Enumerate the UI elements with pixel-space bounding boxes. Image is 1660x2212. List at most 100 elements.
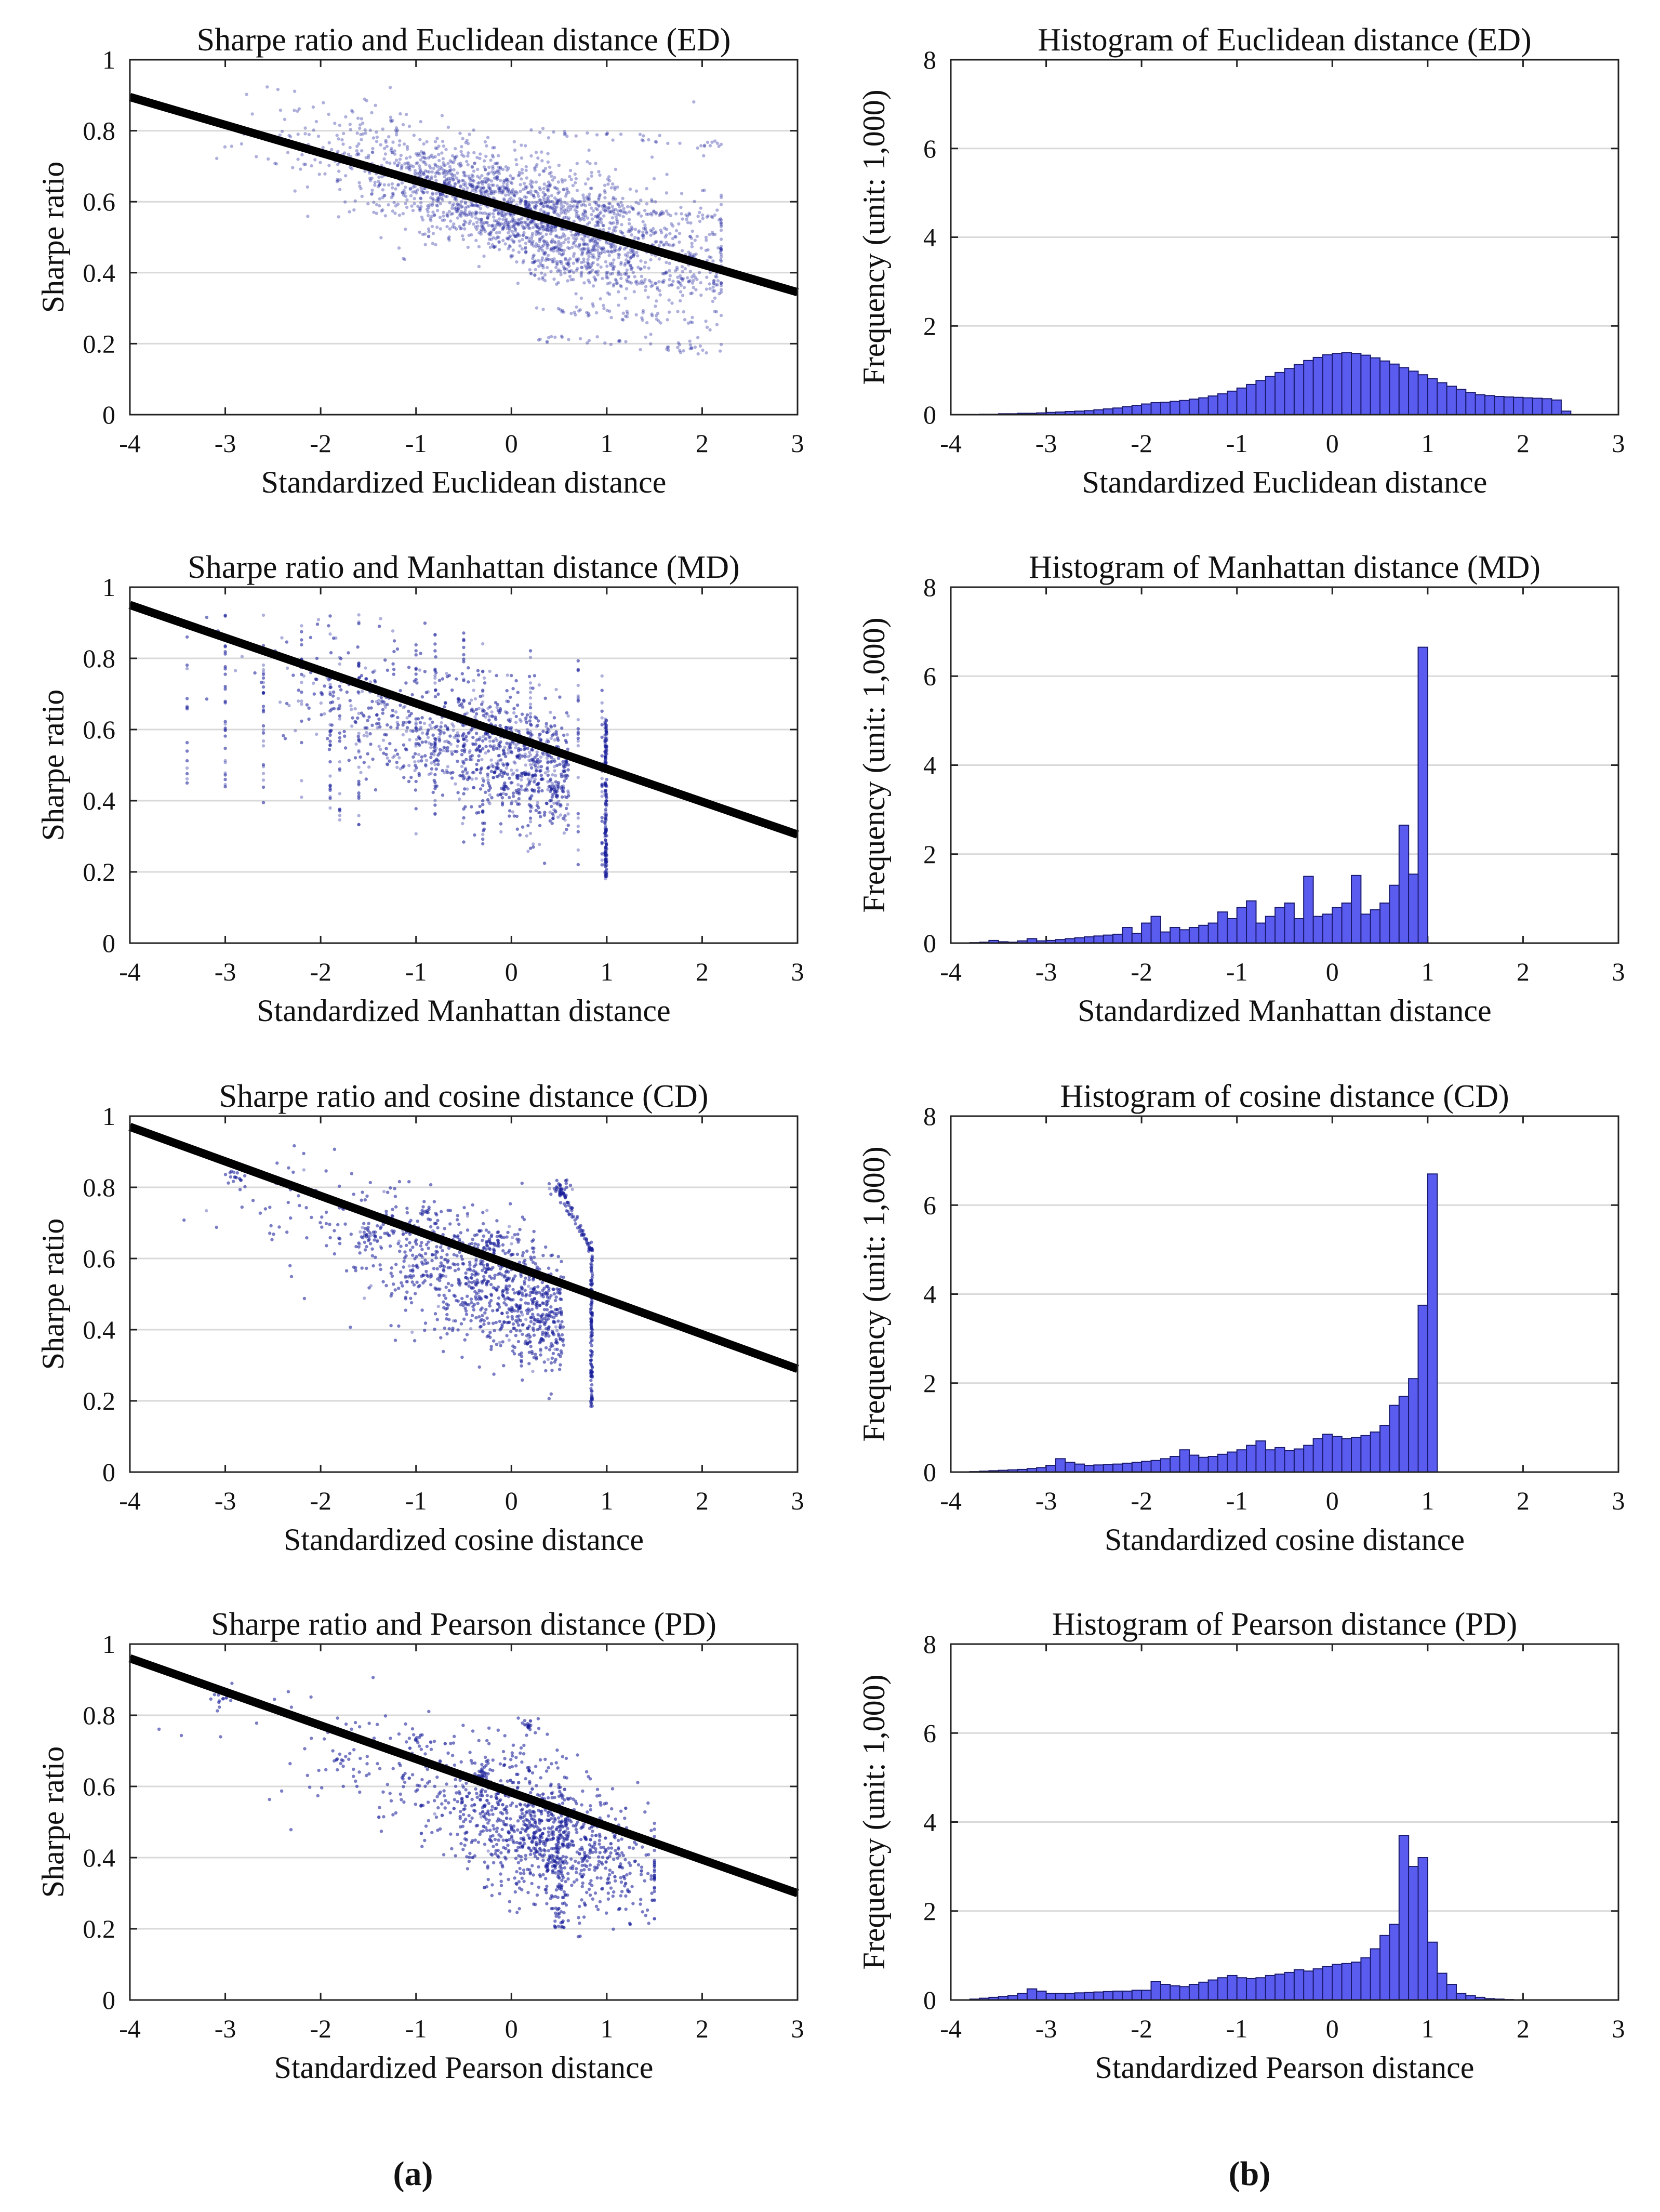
histogram-bar: [1494, 396, 1505, 415]
data-point: [448, 165, 452, 168]
data-point: [618, 339, 622, 343]
data-point: [474, 742, 477, 746]
data-point: [367, 706, 370, 710]
data-point: [453, 207, 457, 210]
data-point: [567, 191, 570, 194]
data-point: [415, 766, 418, 770]
data-point: [532, 254, 535, 258]
data-point: [499, 822, 503, 826]
data-point: [545, 197, 549, 201]
data-point: [418, 209, 422, 213]
data-point: [594, 279, 597, 282]
data-point: [600, 688, 604, 692]
data-point: [689, 221, 693, 225]
histogram-bar: [1513, 396, 1524, 416]
data-point: [509, 254, 513, 258]
data-point: [546, 188, 549, 192]
data-point: [562, 831, 566, 835]
data-point: [581, 213, 585, 217]
data-point: [492, 245, 496, 249]
data-point: [515, 233, 520, 237]
data-point: [300, 796, 303, 799]
data-point: [542, 198, 546, 202]
data-point: [430, 752, 433, 756]
data-point: [490, 714, 494, 718]
data-point: [570, 197, 575, 201]
data-point: [475, 762, 479, 766]
data-point: [617, 256, 621, 259]
data-point: [520, 143, 523, 147]
data-point: [428, 723, 432, 727]
data-point: [509, 781, 513, 785]
data-point: [552, 716, 556, 720]
data-point: [707, 255, 711, 259]
data-point: [419, 196, 422, 200]
data-point: [483, 681, 487, 685]
data-point: [604, 853, 608, 857]
data-point: [641, 234, 644, 237]
data-point: [524, 716, 528, 720]
data-point: [678, 232, 682, 235]
data-point: [533, 773, 537, 777]
data-point: [573, 310, 576, 314]
data-point: [565, 711, 569, 715]
data-point: [536, 719, 540, 723]
data-point: [471, 189, 474, 192]
data-point: [632, 253, 635, 256]
data-point: [482, 827, 486, 831]
data-point: [477, 264, 481, 269]
data-point: [541, 202, 545, 206]
data-point: [434, 164, 437, 167]
data-point: [362, 761, 366, 764]
data-point: [413, 169, 417, 173]
data-point: [370, 150, 375, 154]
data-point: [609, 245, 613, 249]
data-point: [562, 248, 566, 253]
data-point: [475, 220, 479, 224]
data-point: [387, 203, 390, 207]
data-point: [600, 863, 604, 867]
data-point: [621, 196, 625, 200]
data-point: [551, 792, 555, 797]
data-point: [391, 191, 395, 195]
data-point: [419, 158, 422, 162]
data-point: [419, 169, 422, 173]
data-point: [420, 695, 424, 699]
data-point: [549, 226, 553, 230]
data-point: [434, 171, 437, 175]
data-point: [415, 729, 418, 733]
data-point: [524, 187, 527, 191]
data-point: [405, 166, 408, 169]
data-point: [699, 246, 703, 250]
data-point: [528, 706, 533, 710]
data-point: [422, 187, 426, 191]
data-point: [315, 622, 320, 626]
data-point: [575, 189, 579, 192]
data-point: [474, 742, 477, 746]
data-point: [546, 727, 550, 731]
data-point: [450, 173, 454, 177]
data-point: [587, 249, 591, 253]
data-point: [492, 228, 495, 232]
data-point: [594, 202, 599, 206]
data-point: [587, 266, 591, 270]
data-point: [223, 720, 227, 723]
data-point: [509, 743, 512, 746]
data-point: [505, 711, 509, 715]
data-point: [367, 715, 371, 719]
data-point: [574, 177, 578, 181]
data-point: [528, 715, 533, 719]
data-point: [605, 738, 608, 743]
data-point: [408, 738, 411, 741]
data-point: [528, 711, 533, 716]
data-point: [705, 275, 709, 279]
data-point: [502, 770, 507, 774]
data-point: [592, 246, 596, 249]
data-point: [390, 147, 393, 150]
data-point: [665, 233, 668, 237]
data-point: [483, 191, 487, 195]
data-point: [526, 191, 530, 194]
data-point: [654, 140, 657, 143]
data-point: [614, 229, 617, 233]
